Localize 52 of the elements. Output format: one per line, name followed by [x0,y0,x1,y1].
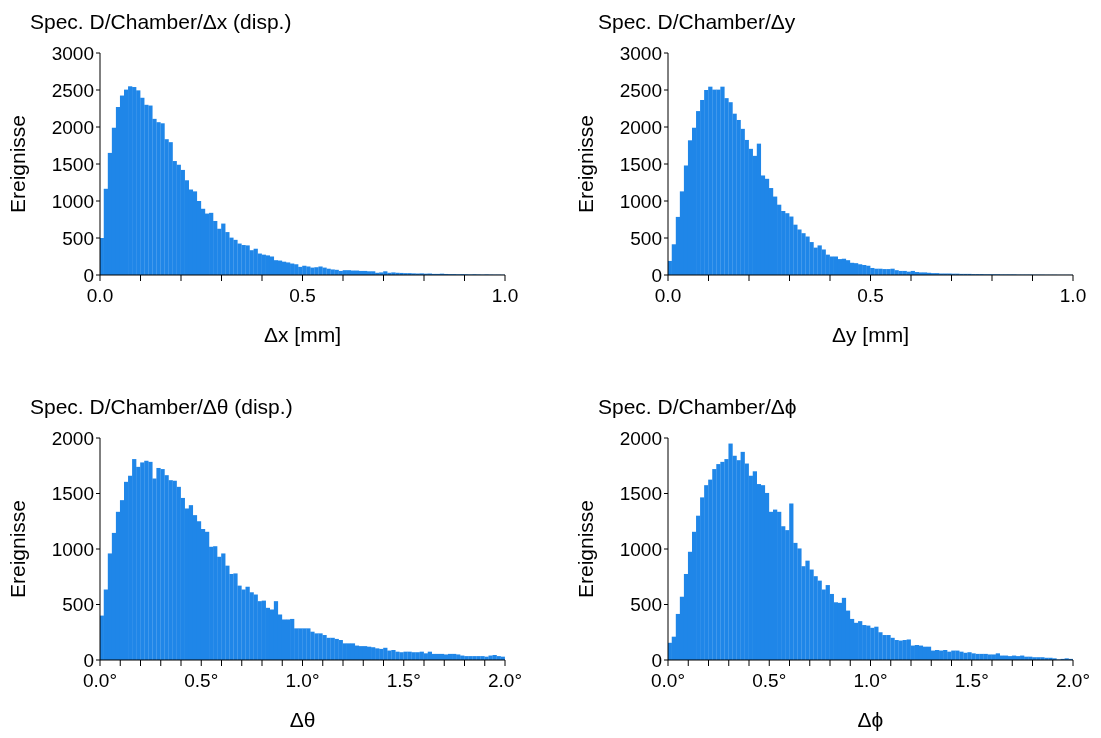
y-tick-label: 1500 [619,153,662,175]
chart-title: Spec. D/Chamber/Δϕ [597,394,798,420]
y-tick-label: 3000 [619,42,662,64]
y-tick-label: 1500 [619,483,662,505]
y-tick-label: 1000 [51,538,94,560]
x-tick-label: 0.5° [184,670,219,692]
x-tick-label: 2.0° [1055,670,1091,692]
y-tick-label: 0 [651,264,662,286]
y-tick-label: 500 [62,594,94,616]
y-tick-label: 1500 [51,483,94,505]
x-tick-label: 0.0° [650,670,686,692]
y-tick-label: 1000 [619,190,662,212]
x-tick-label: 0.0 [86,285,114,307]
y-tick-label: 2000 [619,427,662,449]
y-axis-title: Ereignisse [574,114,598,214]
y-axis-title: Ereignisse [574,499,598,599]
y-tick-label: 1500 [51,153,94,175]
y-tick-label: 3000 [51,42,94,64]
y-tick-label: 0 [651,649,662,671]
y-tick-label: 500 [62,227,94,249]
chart-title: Spec. D/Chamber/Δx (disp.) [29,9,293,35]
x-tick-label: 1.0° [285,670,320,692]
y-tick-label: 500 [630,227,662,249]
y-axis-title: Ereignisse [6,114,30,214]
x-tick-label: 0.0 [654,285,682,307]
chart-title: Spec. D/Chamber/Δθ (disp.) [29,394,294,420]
y-tick-label: 500 [630,594,662,616]
y-tick-label: 2000 [619,116,662,138]
x-tick-label: 1.0 [491,285,519,307]
x-axis-title: Δϕ [857,708,884,731]
y-axis-title: Ereignisse [6,499,30,599]
x-tick-label: 1.5° [386,670,421,692]
x-tick-label: 0.0° [82,670,118,692]
y-tick-label: 2500 [51,79,94,101]
x-tick-label: 1.5° [954,670,989,692]
x-tick-label: 1.0° [853,670,888,692]
y-tick-label: 2500 [619,79,662,101]
x-axis-title: Δy [mm] [831,323,910,346]
y-tick-label: 0 [83,264,94,286]
y-tick-label: 0 [83,649,94,671]
y-tick-label: 1000 [51,190,94,212]
y-tick-label: 2000 [51,427,94,449]
y-tick-label: 1000 [619,538,662,560]
x-tick-label: 0.5 [857,285,884,307]
x-axis-title: Δθ [289,708,316,731]
x-tick-label: 1.0 [1059,285,1087,307]
x-axis-title: Δx [mm] [263,323,342,346]
chart-title: Spec. D/Chamber/Δy [597,9,797,35]
x-tick-label: 0.5° [752,670,787,692]
x-tick-label: 0.5 [289,285,316,307]
x-tick-label: 2.0° [487,670,523,692]
y-tick-label: 2000 [51,116,94,138]
